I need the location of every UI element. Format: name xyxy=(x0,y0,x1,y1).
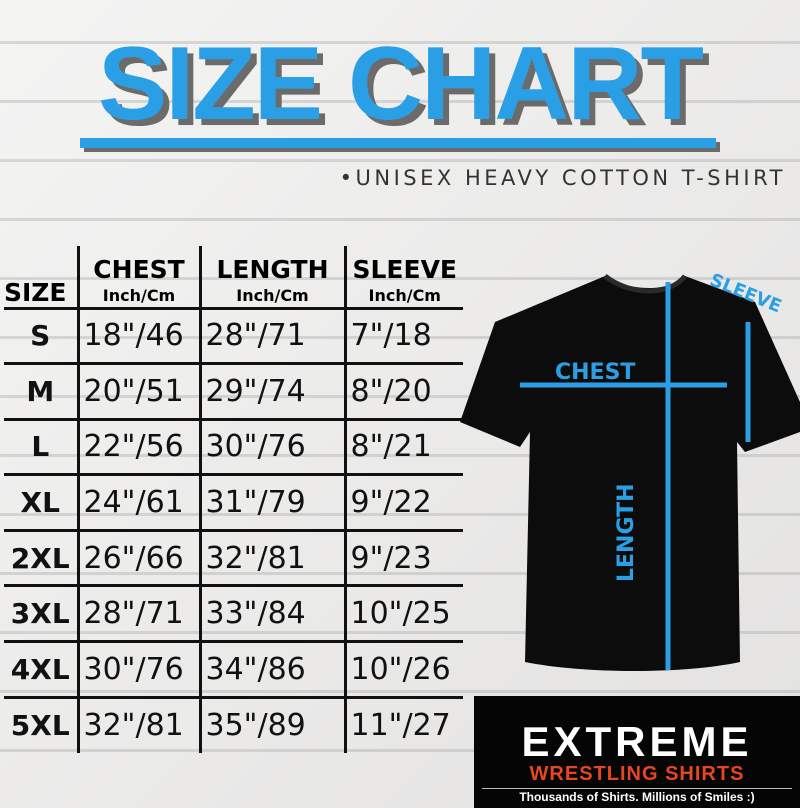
header-label: LENGTH xyxy=(216,254,329,284)
length-cell: 32"/81 xyxy=(198,528,345,586)
page-title: SIZE CHART xyxy=(98,26,704,142)
size-cell: 5XL xyxy=(4,695,78,753)
sleeve-cell: 10"/25 xyxy=(343,584,463,642)
size-cell: XL xyxy=(4,473,78,531)
size-cell: S xyxy=(4,306,78,364)
table-row: L 22"/56 30"/76 8"/21 xyxy=(4,417,463,475)
sleeve-cell: 7"/18 xyxy=(343,306,463,364)
chest-cell: 28"/71 xyxy=(76,584,200,642)
length-cell: 35"/89 xyxy=(198,695,345,753)
subtitle: •UNISEX HEAVY COTTON T-SHIRT xyxy=(339,166,786,190)
table-row: S 18"/46 28"/71 7"/18 xyxy=(4,306,463,364)
chest-cell: 24"/61 xyxy=(76,473,200,531)
title-underline xyxy=(80,138,716,148)
chest-cell: 32"/81 xyxy=(76,695,200,753)
chest-cell: 22"/56 xyxy=(76,417,200,475)
logo-word: EXTREME xyxy=(521,718,753,765)
brand-logo: EXTREME WRESTLING SHIRTS Thousands of Sh… xyxy=(474,696,800,808)
chest-cell: 26"/66 xyxy=(76,528,200,586)
tshirt-collar xyxy=(603,273,687,294)
size-cell: 3XL xyxy=(4,584,78,642)
table-row: XL 24"/61 31"/79 9"/22 xyxy=(4,473,463,531)
sleeve-cell: 9"/23 xyxy=(343,528,463,586)
chest-label: CHEST xyxy=(555,360,636,385)
size-cell: 4XL xyxy=(4,640,78,698)
table-row: 2XL 26"/66 32"/81 9"/23 xyxy=(4,528,463,586)
length-label: LENGTH xyxy=(614,483,639,582)
table-row: M 20"/51 29"/74 8"/20 xyxy=(4,362,463,420)
header-chest: CHEST Inch/Cm xyxy=(76,246,200,310)
size-cell: 2XL xyxy=(4,528,78,586)
tshirt-shape xyxy=(460,276,800,671)
table-row: 4XL 30"/76 34"/86 10"/26 xyxy=(4,640,463,698)
size-cell: L xyxy=(4,417,78,475)
header-label: SLEEVE xyxy=(352,254,458,284)
header-unit: Inch/Cm xyxy=(102,285,176,305)
header-label: CHEST xyxy=(93,254,185,284)
length-cell: 33"/84 xyxy=(198,584,345,642)
chest-cell: 30"/76 xyxy=(76,640,200,698)
tshirt-diagram xyxy=(460,273,800,671)
table-row: 5XL 32"/81 35"/89 11"/27 xyxy=(4,695,463,753)
header-unit: Inch/Cm xyxy=(368,285,441,305)
sleeve-cell: 11"/27 xyxy=(343,695,463,753)
length-cell: 31"/79 xyxy=(198,473,345,531)
chest-cell: 20"/51 xyxy=(76,362,200,420)
length-cell: 29"/74 xyxy=(198,362,345,420)
sleeve-cell: 8"/21 xyxy=(343,417,463,475)
sleeve-cell: 8"/20 xyxy=(343,362,463,420)
chest-cell: 18"/46 xyxy=(76,306,200,364)
table-row: 3XL 28"/71 33"/84 10"/25 xyxy=(4,584,463,642)
header-size: SIZE xyxy=(4,246,78,310)
sleeve-cell: 10"/26 xyxy=(343,640,463,698)
size-cell: M xyxy=(4,362,78,420)
length-cell: 34"/86 xyxy=(198,640,345,698)
logo-line2: WRESTLING SHIRTS xyxy=(529,763,745,785)
header-sleeve: SLEEVE Inch/Cm xyxy=(343,246,463,310)
length-cell: 28"/71 xyxy=(198,306,345,364)
header-length: LENGTH Inch/Cm xyxy=(198,246,345,310)
size-table: SIZE CHEST Inch/Cm LENGTH Inch/Cm SLEEVE In… xyxy=(4,246,463,753)
length-cell: 30"/76 xyxy=(198,417,345,475)
sleeve-cell: 9"/22 xyxy=(343,473,463,531)
logo-tagline: Thousands of Shirts. Millions of Smiles … xyxy=(482,788,792,805)
table-header: SIZE CHEST Inch/Cm LENGTH Inch/Cm SLEEVE In… xyxy=(4,246,463,310)
header-unit: Inch/Cm xyxy=(236,285,309,305)
